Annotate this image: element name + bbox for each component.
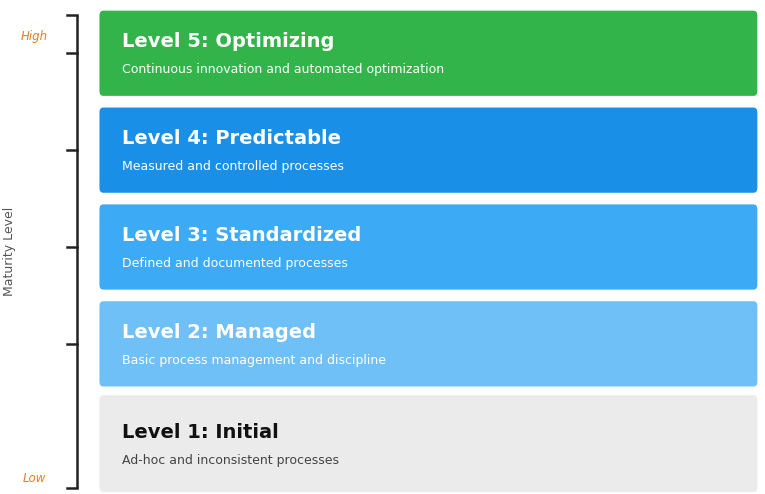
- FancyBboxPatch shape: [99, 205, 757, 289]
- Text: Ad-hoc and inconsistent processes: Ad-hoc and inconsistent processes: [122, 453, 340, 467]
- Text: Defined and documented processes: Defined and documented processes: [122, 257, 348, 270]
- Text: Level 2: Managed: Level 2: Managed: [122, 323, 317, 342]
- FancyBboxPatch shape: [99, 11, 757, 96]
- FancyBboxPatch shape: [99, 301, 757, 386]
- Text: Level 3: Standardized: Level 3: Standardized: [122, 226, 362, 245]
- Text: Level 5: Optimizing: Level 5: Optimizing: [122, 32, 335, 51]
- Text: Continuous innovation and automated optimization: Continuous innovation and automated opti…: [122, 63, 444, 76]
- Text: Low: Low: [23, 472, 46, 485]
- Text: Level 4: Predictable: Level 4: Predictable: [122, 129, 341, 148]
- Text: High: High: [21, 30, 48, 43]
- Text: Measured and controlled processes: Measured and controlled processes: [122, 160, 344, 173]
- Text: Level 1: Initial: Level 1: Initial: [122, 422, 279, 442]
- Text: Basic process management and discipline: Basic process management and discipline: [122, 354, 386, 367]
- Text: Maturity Level: Maturity Level: [3, 207, 15, 296]
- FancyBboxPatch shape: [99, 108, 757, 193]
- FancyBboxPatch shape: [99, 395, 757, 492]
